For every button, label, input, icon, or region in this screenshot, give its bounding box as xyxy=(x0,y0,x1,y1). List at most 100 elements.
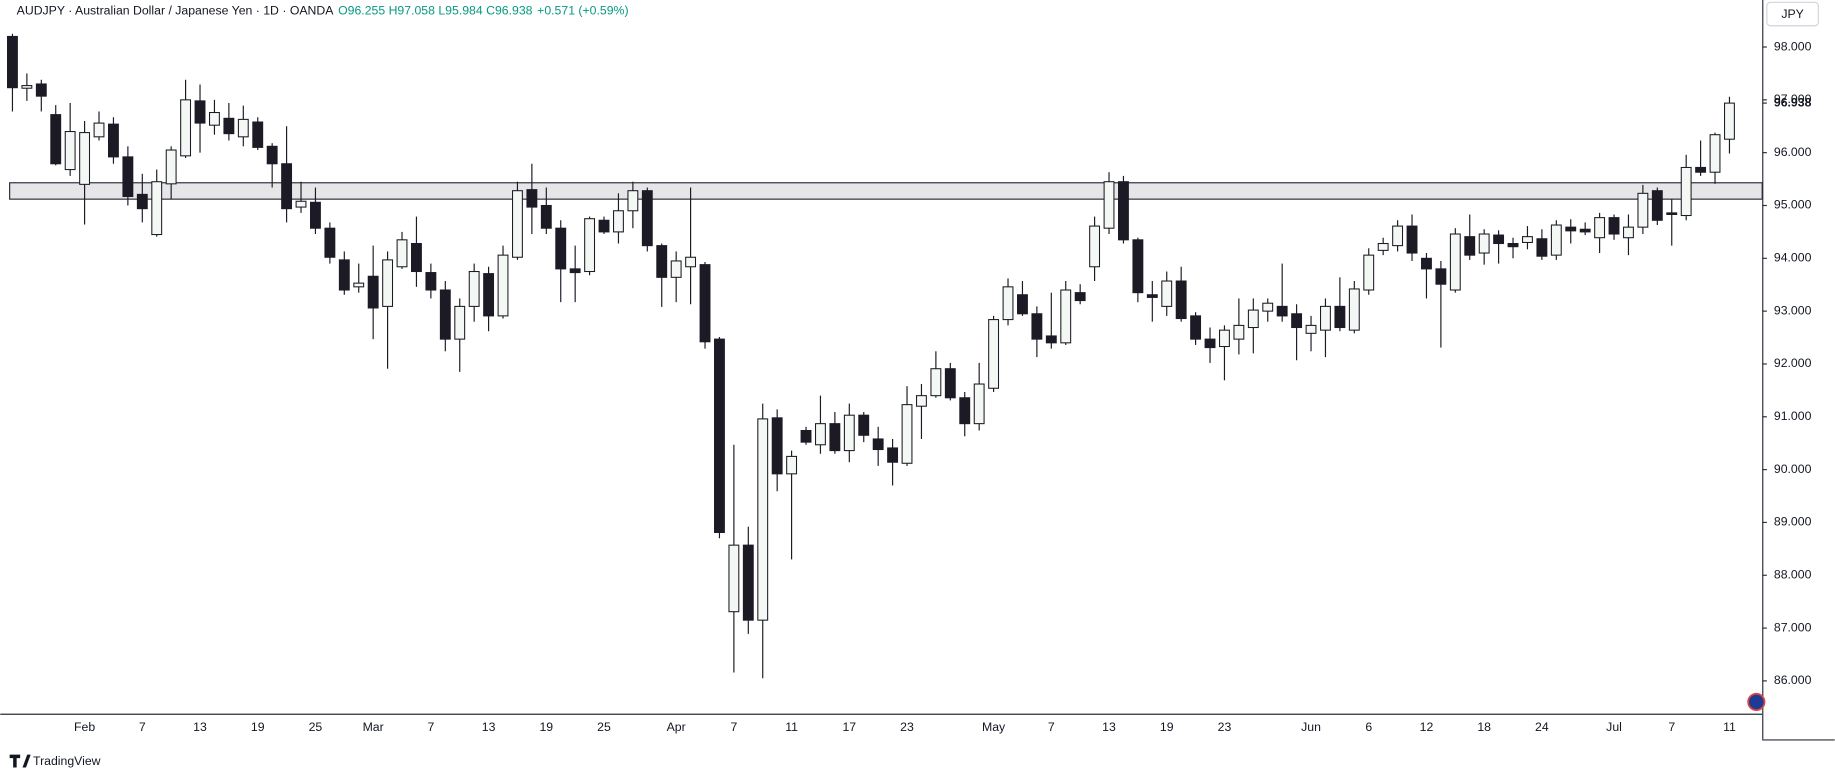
currency-label[interactable]: JPY xyxy=(1781,7,1804,21)
y-tick-label: 87.000 xyxy=(1774,620,1812,634)
candle-body xyxy=(50,114,62,165)
candle-body xyxy=(1594,217,1606,239)
candle-body xyxy=(613,210,624,233)
candle-body xyxy=(1045,335,1057,344)
y-tick-label: 86.000 xyxy=(1774,673,1812,687)
candle-body xyxy=(757,418,769,621)
y-tick-label: 98.000 xyxy=(1774,39,1812,53)
currency-box[interactable] xyxy=(1766,1,1819,27)
candle-body xyxy=(425,272,437,291)
candle-body xyxy=(1132,239,1144,294)
candle-body xyxy=(367,275,379,309)
last-price-label: 96.938 xyxy=(1774,95,1812,109)
candle-body xyxy=(685,256,697,268)
candle-body xyxy=(324,227,336,258)
candle-body xyxy=(1536,238,1548,257)
candle-body xyxy=(1320,305,1331,331)
x-tick-label: 25 xyxy=(309,720,323,734)
candle-body xyxy=(627,190,639,212)
candle-body xyxy=(180,99,192,157)
candle-body xyxy=(1421,257,1432,270)
y-tick-label: 96.000 xyxy=(1774,145,1812,159)
y-tick-label: 92.000 xyxy=(1774,356,1812,370)
candle-body xyxy=(887,447,899,463)
candle-body xyxy=(151,181,163,236)
candle-body xyxy=(800,429,812,443)
candle-body xyxy=(1074,292,1086,302)
candle-body xyxy=(266,145,278,165)
candle-body xyxy=(714,338,725,533)
x-tick-label: 7 xyxy=(139,720,146,734)
y-tick-label: 97.000 xyxy=(1774,92,1812,106)
candle-body xyxy=(497,254,509,317)
x-tick-label: Jun xyxy=(1301,720,1321,734)
candle-body xyxy=(1190,315,1202,340)
candle-body xyxy=(252,121,264,148)
candle-body xyxy=(136,193,148,210)
candle-body xyxy=(1478,233,1490,254)
candle-body xyxy=(1262,302,1274,312)
flag-icon xyxy=(1747,692,1766,712)
candle-body xyxy=(872,438,884,451)
candle-body xyxy=(1709,134,1721,173)
x-tick-label: 11 xyxy=(1723,720,1736,734)
candle-body xyxy=(194,100,206,124)
candle-body xyxy=(1219,329,1230,348)
candle-body xyxy=(35,83,47,97)
candle-body xyxy=(1146,294,1158,298)
symbol-title: AUDJPY · Australian Dollar / Japanese Ye… xyxy=(17,4,335,18)
x-tick-label: 24 xyxy=(1535,720,1549,734)
candle-body xyxy=(569,268,581,274)
candle-body xyxy=(916,395,927,407)
candle-body xyxy=(728,544,740,613)
x-tick-label: 13 xyxy=(482,720,496,734)
candle-body xyxy=(1464,236,1476,256)
brand-name: TradingView xyxy=(33,754,101,768)
y-tick-label: 89.000 xyxy=(1774,515,1812,529)
candle-body xyxy=(1680,166,1692,217)
candle-body xyxy=(7,35,18,89)
x-tick-label: 19 xyxy=(251,720,265,734)
country-flag xyxy=(1747,692,1766,712)
candle-body xyxy=(1233,324,1245,340)
candle-body xyxy=(1377,242,1389,251)
candle-body xyxy=(1060,289,1072,344)
candle-body xyxy=(1724,102,1735,140)
candle-body xyxy=(108,123,119,158)
x-tick-label: 19 xyxy=(539,720,553,734)
candle-body xyxy=(209,111,220,126)
x-tick-label: 13 xyxy=(193,720,207,734)
candle-body xyxy=(512,190,523,258)
candle-body xyxy=(1363,254,1375,291)
x-tick-label: 23 xyxy=(1218,720,1232,734)
candle-body xyxy=(771,417,783,475)
candle-body xyxy=(295,200,307,208)
x-tick-label: Mar xyxy=(363,720,384,734)
x-tick-label: May xyxy=(982,720,1006,734)
logo-icon xyxy=(9,754,31,768)
x-tick-label: 7 xyxy=(1668,720,1675,734)
candle-body xyxy=(439,289,451,340)
candle-body xyxy=(165,149,177,185)
x-tick-label: Feb xyxy=(74,720,95,734)
candle-body xyxy=(656,245,668,278)
candle-body xyxy=(281,163,293,210)
price-change: +0.571 (+0.59%) xyxy=(537,4,628,18)
candle-body xyxy=(1522,236,1533,243)
candle-body xyxy=(1305,324,1317,334)
candle-body xyxy=(843,414,855,452)
candle-body xyxy=(786,455,798,475)
candle-body xyxy=(1392,225,1404,247)
ohlc-values: O96.255 H97.058 L95.984 C96.938 xyxy=(338,4,533,18)
x-tick-label: 19 xyxy=(1160,720,1174,734)
x-tick-label: Apr xyxy=(667,720,686,734)
candle-body xyxy=(1276,305,1288,317)
candle-body xyxy=(1449,233,1461,291)
candle-body xyxy=(944,368,956,399)
candle-body xyxy=(670,260,682,278)
candle-body xyxy=(540,204,552,229)
candle-body xyxy=(93,122,105,138)
